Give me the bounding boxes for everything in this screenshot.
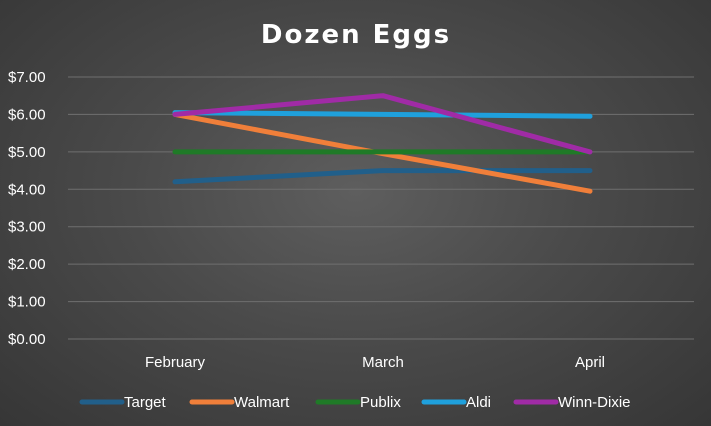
legend: Target Walmart Publix Aldi Winn-Dixie [79, 394, 631, 411]
y-tick-label: $2.00 [8, 256, 46, 273]
legend-label: Winn-Dixie [558, 394, 631, 411]
legend-label: Aldi [466, 394, 491, 411]
legend-label: Publix [360, 394, 401, 411]
y-tick-label: $0.00 [8, 331, 46, 348]
series-line-winn-dixie [172, 93, 593, 155]
x-axis-tick-labels: February March April [145, 354, 605, 371]
series-line-aldi [172, 110, 593, 119]
y-tick-label: $6.00 [8, 106, 46, 123]
y-tick-label: $5.00 [8, 144, 46, 161]
y-axis-tick-labels: $0.00 $1.00 $2.00 $3.00 $4.00 $5.00 $6.00 $7.00 [8, 69, 46, 348]
chart-title: Dozen Eggs [261, 20, 451, 50]
x-tick-label: April [575, 354, 605, 371]
y-tick-label: $1.00 [8, 294, 46, 311]
legend-label: Target [124, 394, 167, 411]
series-lines [172, 93, 593, 194]
legend-item-publix: Publix [315, 394, 401, 411]
x-tick-label: March [362, 354, 404, 371]
legend-item-target: Target [79, 394, 167, 411]
legend-item-walmart: Walmart [189, 394, 290, 411]
y-tick-label: $3.00 [8, 219, 46, 236]
y-tick-label: $7.00 [8, 69, 46, 86]
series-line-target [172, 168, 593, 185]
x-tick-label: February [145, 354, 206, 371]
legend-item-aldi: Aldi [421, 394, 491, 411]
y-tick-label: $4.00 [8, 181, 46, 198]
legend-label: Walmart [234, 394, 290, 411]
legend-item-winn-dixie: Winn-Dixie [513, 394, 631, 411]
